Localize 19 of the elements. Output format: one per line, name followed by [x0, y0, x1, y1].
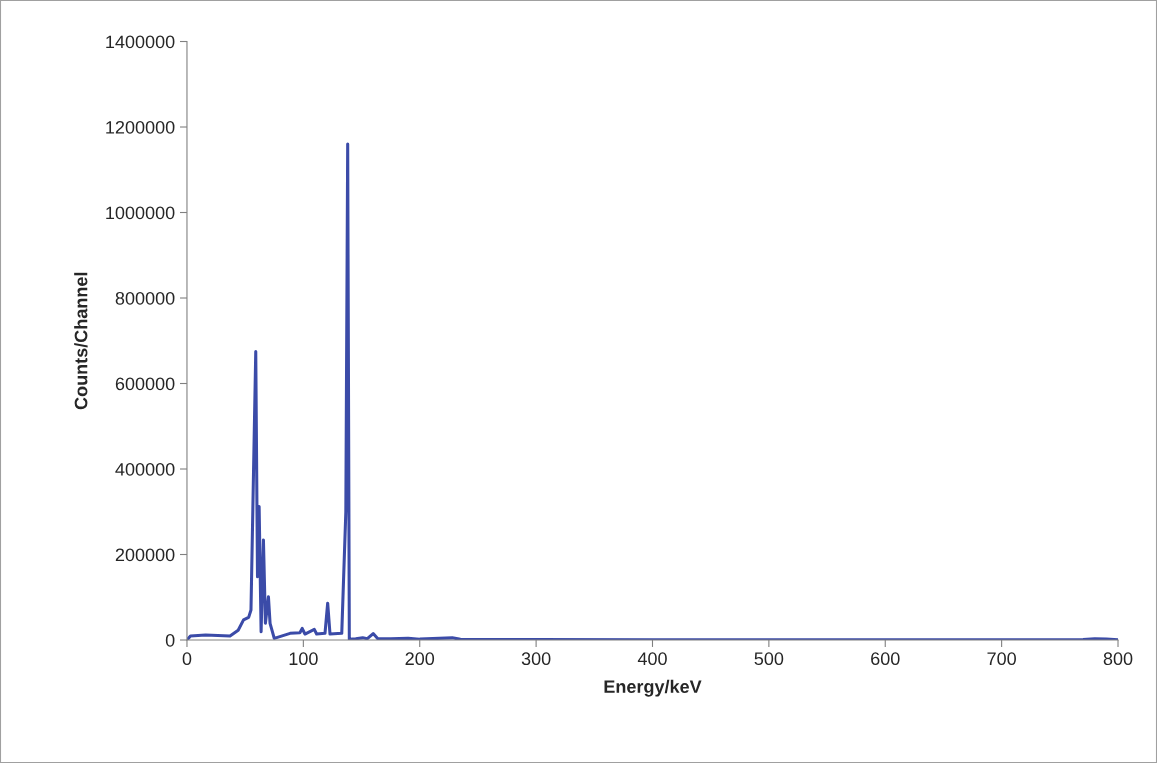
x-tick-label: 600 — [871, 652, 900, 666]
x-tick-label: 700 — [987, 652, 1016, 666]
x-tick-label: 500 — [754, 652, 784, 666]
y-tick-label: 1200000 — [106, 120, 175, 134]
y-tick-label: 200000 — [115, 548, 175, 562]
y-tick-label: 1400000 — [106, 35, 175, 49]
x-tick-label: 400 — [637, 652, 667, 666]
y-tick-label: 1000000 — [106, 206, 175, 220]
y-tick-label: 800000 — [115, 291, 175, 305]
x-tick-label: 300 — [521, 652, 551, 666]
x-tick-label: 100 — [289, 652, 318, 666]
y-axis-title: Counts/Channel — [74, 272, 88, 410]
x-tick-label: 200 — [405, 652, 435, 666]
x-axis-title: Energy/keV — [604, 679, 702, 697]
y-tick-label: 400000 — [115, 462, 175, 476]
x-tick-label: 0 — [182, 652, 192, 666]
y-tick-label: 0 — [165, 633, 175, 647]
y-tick-label: 600000 — [115, 377, 175, 391]
x-tick-label: 800 — [1103, 652, 1133, 666]
